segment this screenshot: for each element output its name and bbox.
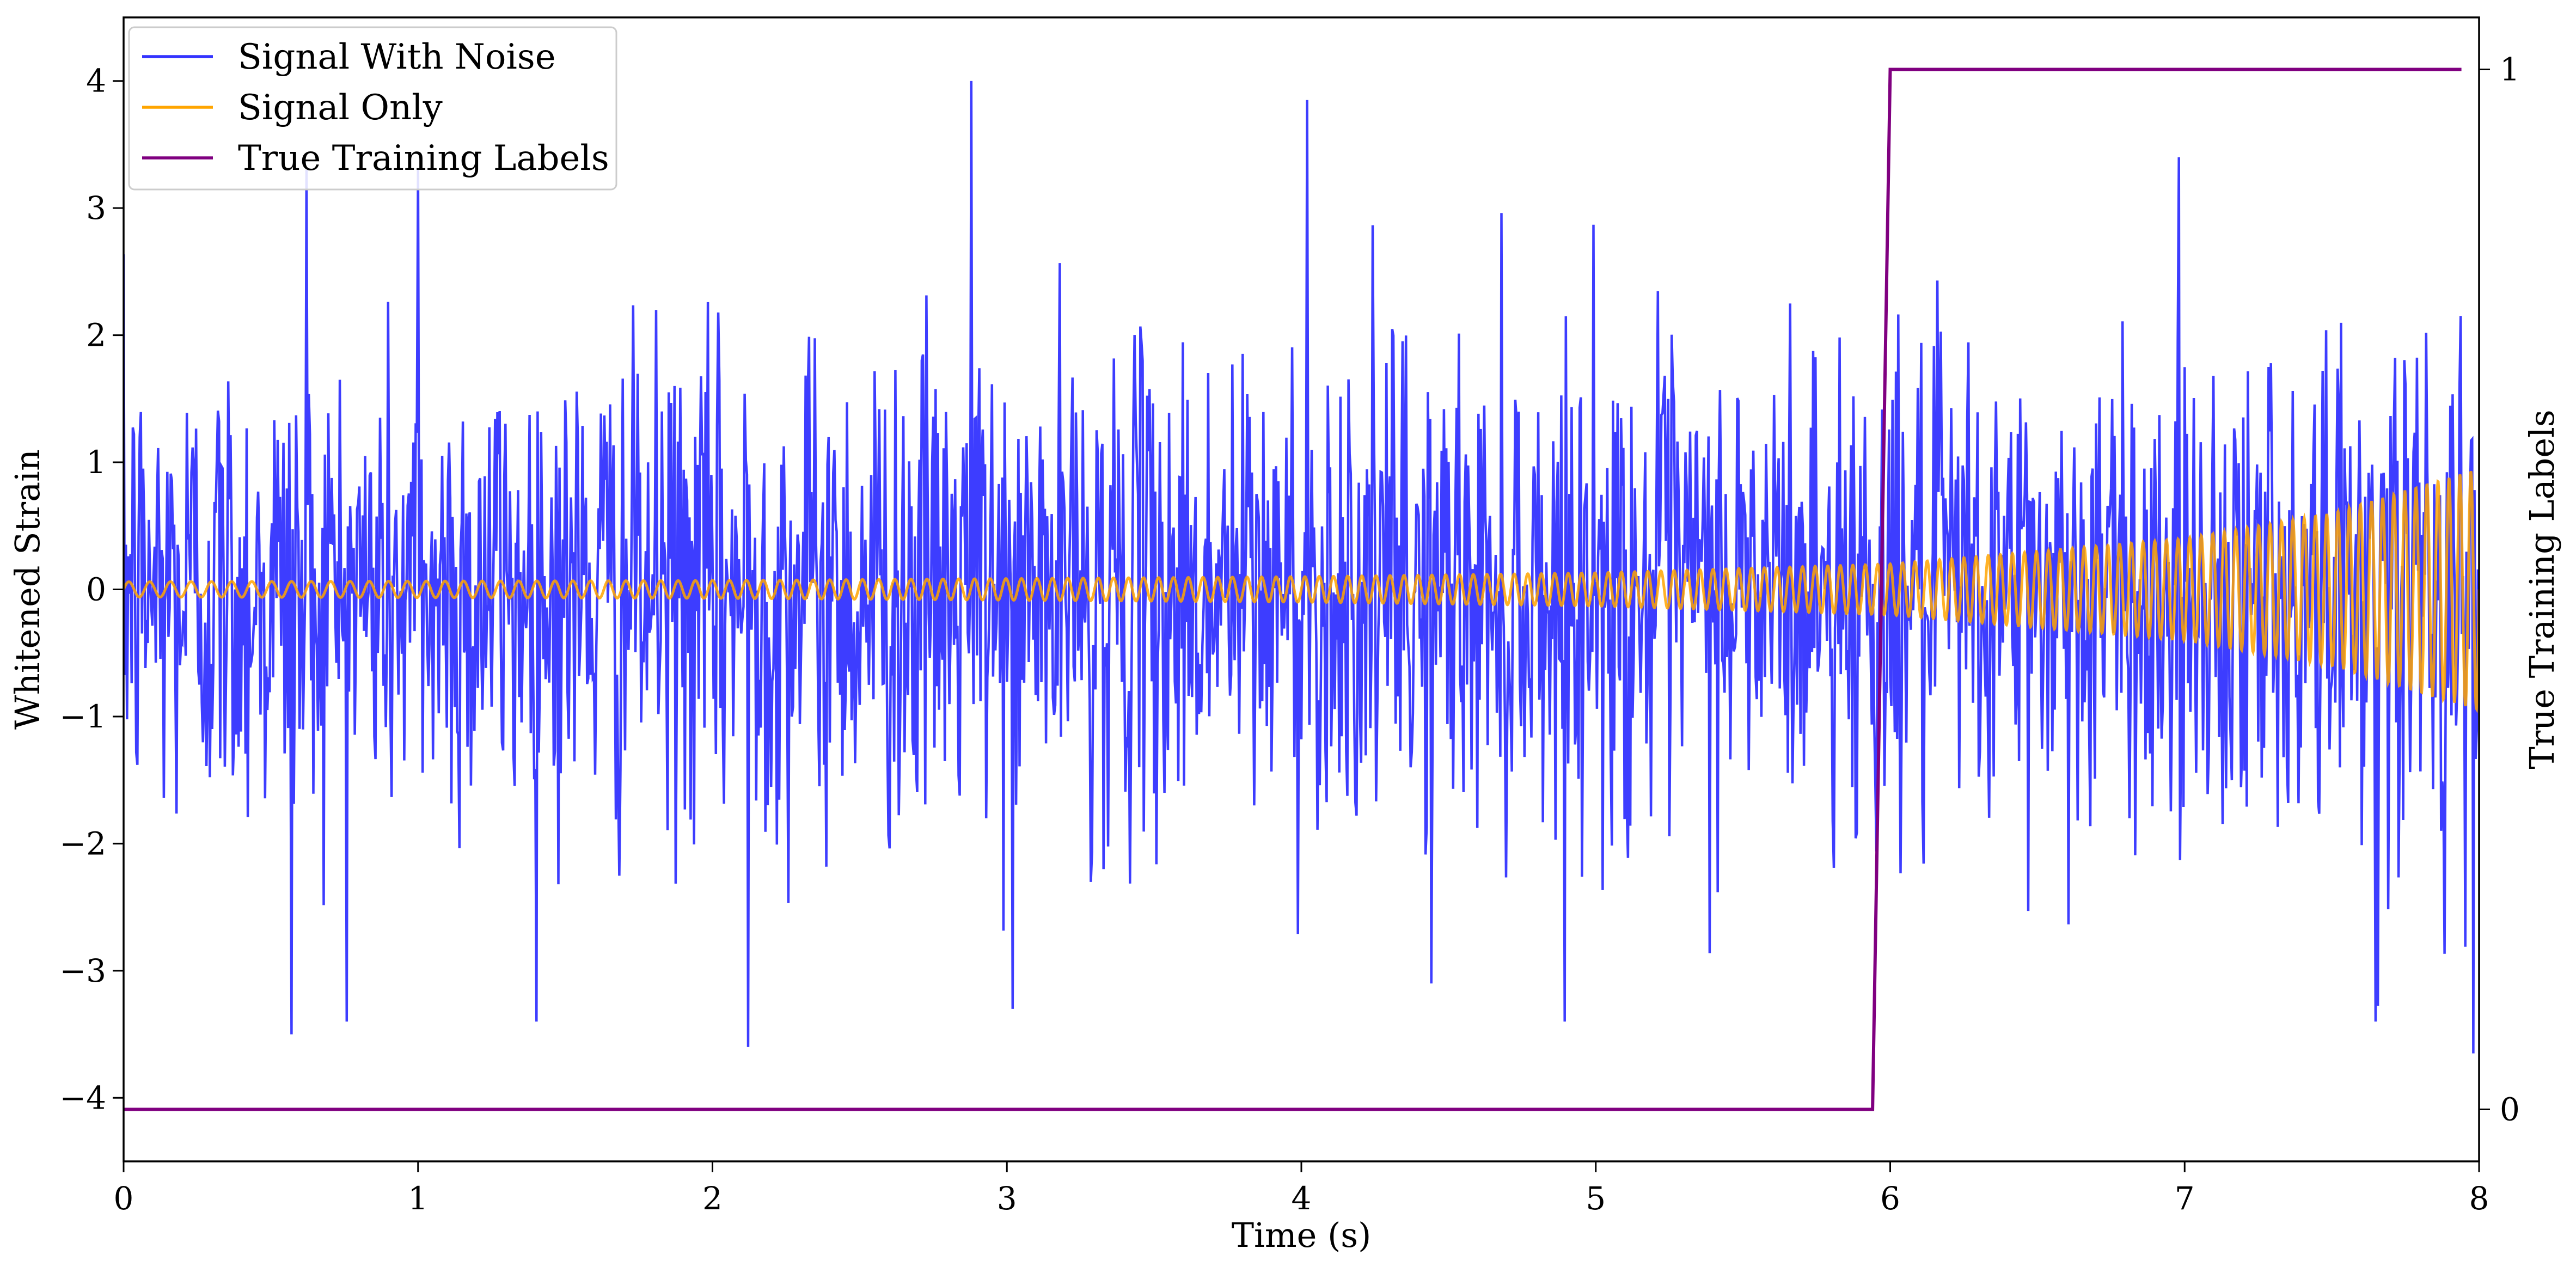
y-tick-label: 4	[86, 63, 106, 100]
legend: Signal With Noise Signal Only True Trainin…	[128, 26, 617, 191]
legend-box	[128, 26, 617, 191]
plot-area	[124, 68, 2479, 1111]
legend-label: Signal Only	[238, 88, 443, 128]
y-tick-label: −1	[60, 698, 107, 735]
x-tick-label: 0	[114, 1180, 134, 1217]
y2-tick-label: 1	[2500, 51, 2520, 88]
x-tick-label: 4	[1292, 1180, 1312, 1217]
y-tick-label: −2	[60, 825, 107, 862]
x-axis-label: Time (s)	[1232, 1215, 1372, 1255]
x-tick-label: 3	[997, 1180, 1017, 1217]
legend-label: True Training Labels	[238, 138, 609, 179]
y-tick-label: 1	[86, 444, 106, 481]
axes: 0 1 2 3 4 5 6 7 8 −4 −3 −2 −1 0 1 2 3 4 0 1 Time (s) Whitened…	[8, 16, 2562, 1255]
series-true-training-labels	[124, 68, 2462, 1111]
x-tick-label: 8	[2469, 1180, 2489, 1217]
series-signal-with-noise	[124, 81, 2479, 1054]
x-tick-label: 5	[1586, 1180, 1606, 1217]
y-axis-label: Whitened Strain	[8, 449, 47, 730]
x-tick-label: 1	[408, 1180, 428, 1217]
y-tick-label: 0	[86, 571, 106, 608]
legend-label: Signal With Noise	[238, 37, 556, 77]
y2-tick-label: 0	[2500, 1091, 2520, 1128]
x-tick-label: 7	[2175, 1180, 2195, 1217]
series-signal-only	[124, 470, 2479, 713]
y-tick-label: 2	[86, 317, 106, 354]
y-tick-label: 3	[86, 189, 106, 227]
x-tick-label: 6	[1880, 1180, 1900, 1217]
x-tick-label: 2	[702, 1180, 723, 1217]
y-tick-label: −4	[60, 1079, 107, 1116]
y-tick-label: −3	[60, 952, 107, 989]
y2-axis-label: True Training Labels	[2522, 409, 2562, 769]
